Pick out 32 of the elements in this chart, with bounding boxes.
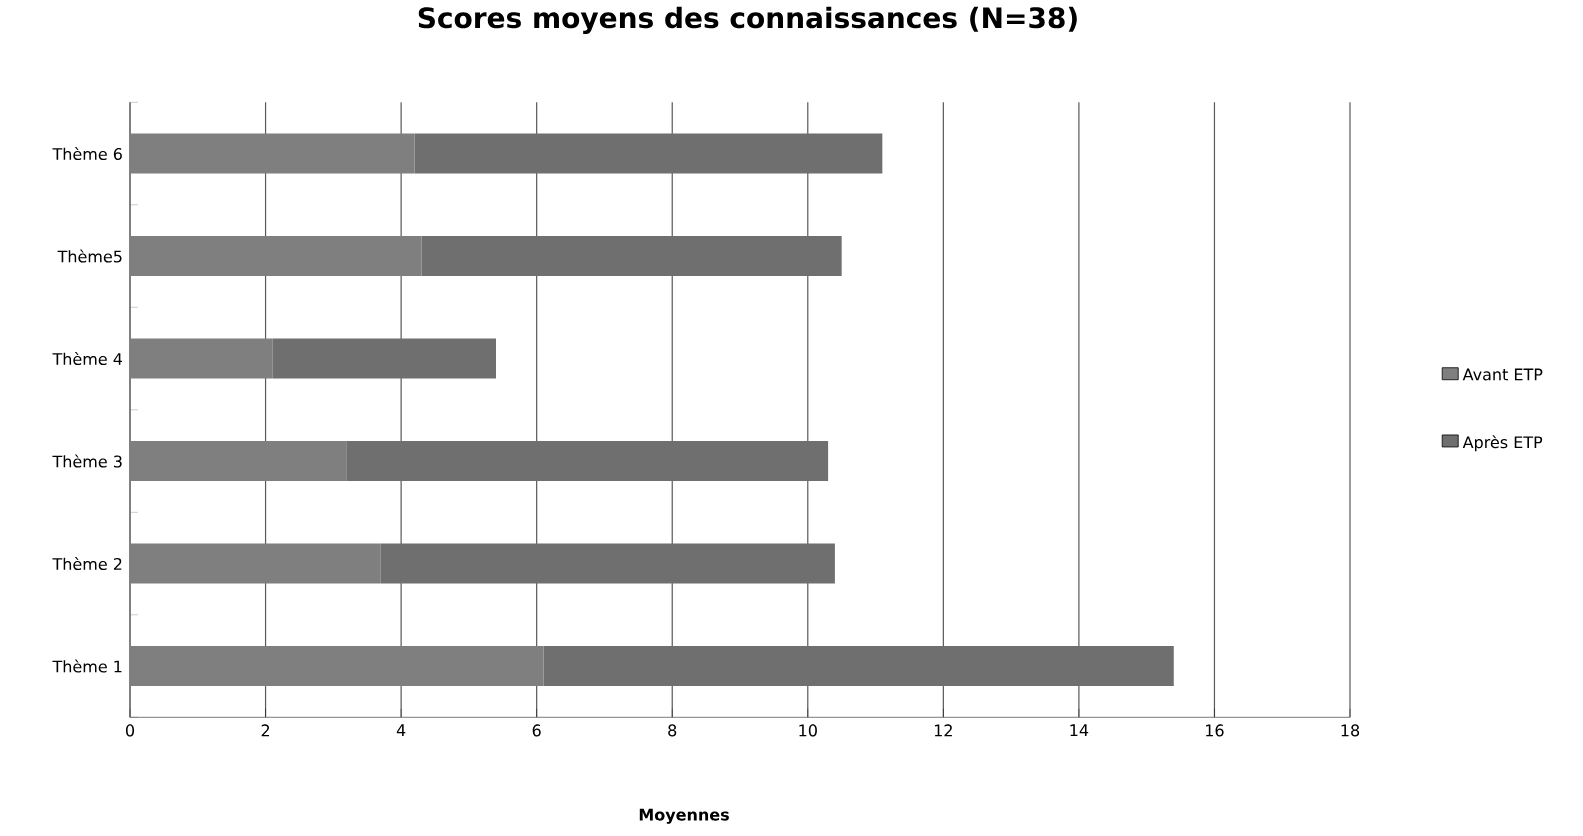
x-tick-label: 8 [668, 724, 677, 737]
y-tick-label: Thème 2 [52, 556, 122, 570]
x-tick-label: 6 [532, 724, 541, 737]
y-tick-label: Thème 4 [52, 351, 123, 365]
x-tick-label: 12 [934, 724, 952, 737]
x-tick-label: 0 [125, 724, 135, 737]
bar [346, 440, 829, 481]
y-tick-label: Thème 6 [52, 146, 122, 160]
x-tick-label: 4 [396, 724, 406, 736]
x-tick-label: 16 [1206, 724, 1224, 737]
bar [543, 645, 1174, 686]
chart-title: Scores moyens des connaissances (N=38) [418, 6, 1077, 34]
x-tick-label: 2 [261, 724, 270, 737]
legend-label: Après ETP [1462, 435, 1543, 452]
bar [380, 543, 835, 584]
bar [130, 645, 544, 686]
legend-label: Avant ETP [1462, 368, 1543, 381]
x-axis-title: Moyennes [639, 808, 729, 824]
x-tick-label: 18 [1341, 724, 1360, 737]
bar [130, 543, 381, 584]
bar [421, 235, 842, 276]
x-tick-label: 10 [799, 724, 817, 737]
y-tick-label: Thème 1 [52, 659, 122, 673]
bar [130, 235, 422, 276]
y-tick-label: Thème5 [57, 249, 122, 263]
bar [130, 338, 273, 379]
bar [272, 338, 497, 379]
bar [130, 440, 347, 481]
x-tick-label: 14 [1070, 724, 1089, 736]
y-tick-label: Thème 3 [52, 454, 122, 468]
bar [414, 133, 883, 174]
bar [130, 133, 415, 174]
